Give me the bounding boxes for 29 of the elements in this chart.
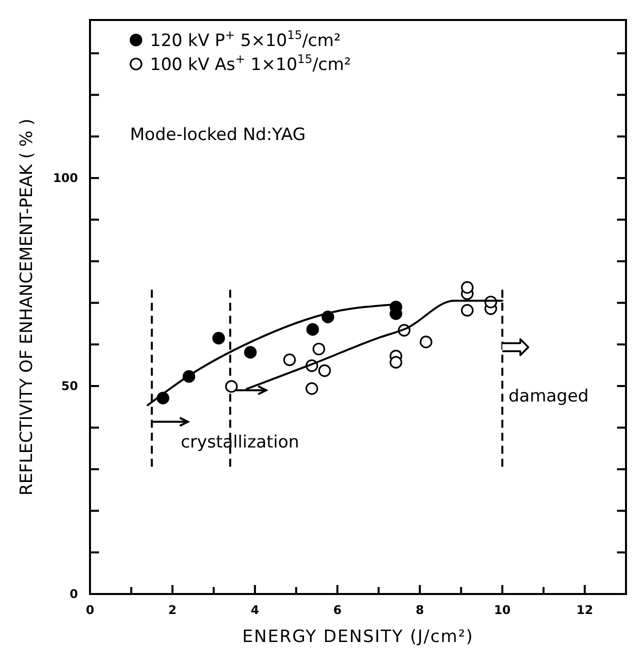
point: [390, 356, 402, 369]
x-tick-label: 0: [86, 603, 94, 617]
y-tick-label: 50: [61, 379, 78, 394]
point: [212, 332, 225, 344]
x-tick-label: 6: [333, 603, 342, 617]
x-tick-label: 4: [250, 603, 260, 617]
x-tick-label: 12: [576, 603, 594, 617]
y-tick-label: 100: [52, 171, 78, 186]
point: [283, 354, 296, 366]
point: [312, 342, 326, 356]
x-tick-label: 2: [168, 603, 177, 617]
point: [306, 382, 318, 395]
x-tick-label: 10: [494, 603, 511, 617]
point: [225, 380, 238, 393]
x-tick-label: 8: [416, 603, 424, 617]
point: [244, 346, 257, 359]
legend-label: 100 kV As$^{+}$ 1×10$^{15}$/cm²: [150, 52, 351, 75]
x-axis-title: ENERGY DENSITY (J/cm²): [242, 627, 474, 647]
point: [420, 336, 432, 348]
y-tick-label: 0: [70, 587, 78, 601]
point: [460, 304, 474, 317]
y-axis-title: REFLECTIVITY OF ENHANCEMENT-PEAK ( % ): [17, 118, 37, 496]
legend-label: 120 kV P$^{+}$ 5×10$^{15}$/cm²: [150, 28, 341, 51]
annotation: crystallization: [180, 432, 300, 453]
annotation: damaged: [508, 386, 589, 407]
point: [306, 323, 319, 336]
point: [460, 281, 474, 294]
annotation: Mode-locked Nd:YAG: [130, 125, 306, 145]
point: [318, 364, 331, 377]
